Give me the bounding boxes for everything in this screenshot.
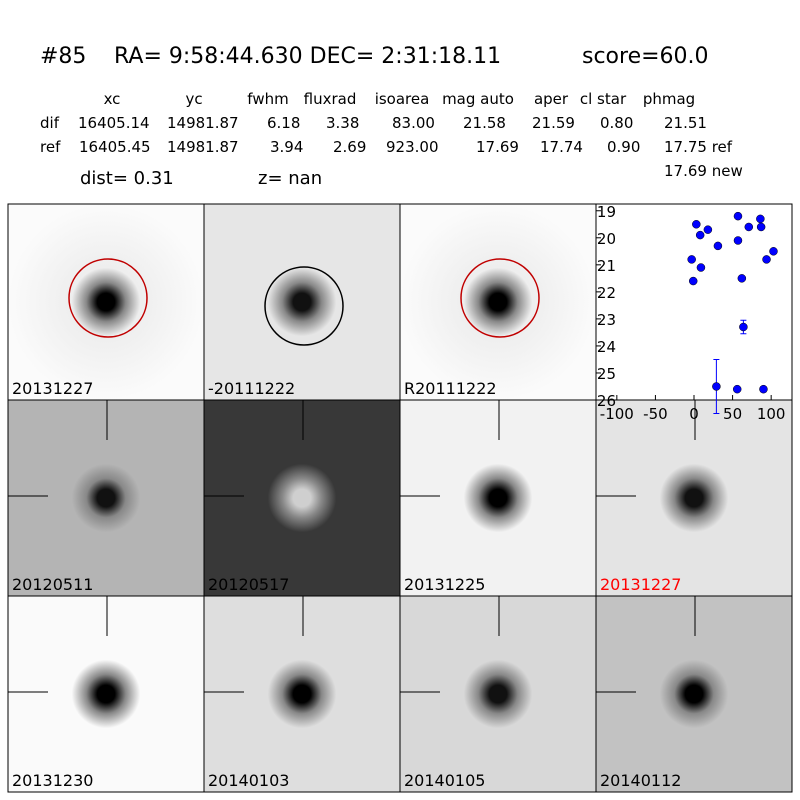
table-cell: 83.00 bbox=[392, 114, 435, 132]
data-point bbox=[692, 220, 701, 229]
x-tick-label: -100 bbox=[600, 405, 634, 423]
table-cell: 14981.87 bbox=[167, 114, 239, 132]
image-stamp bbox=[203, 399, 401, 597]
column-header: xc bbox=[104, 90, 121, 108]
stamp-label: 20140112 bbox=[600, 771, 681, 790]
column-header: aper bbox=[534, 90, 569, 108]
stamp-label: 20131230 bbox=[12, 771, 93, 790]
image-stamp bbox=[7, 203, 205, 401]
x-tick-label: 100 bbox=[757, 405, 786, 423]
table-cell: 923.00 bbox=[386, 138, 439, 156]
table-cell: 6.18 bbox=[267, 114, 300, 132]
data-point bbox=[762, 255, 771, 264]
y-tick-label: 25 bbox=[597, 365, 616, 383]
data-point bbox=[756, 222, 766, 232]
aperture-circle bbox=[460, 258, 540, 338]
aperture-circle bbox=[68, 258, 148, 338]
score: score=60.0 bbox=[582, 44, 709, 69]
image-stamp bbox=[595, 595, 793, 793]
table-cell: 14981.87 bbox=[167, 138, 239, 156]
data-point bbox=[732, 384, 742, 394]
data-point bbox=[733, 211, 743, 221]
y-tick-label: 24 bbox=[597, 338, 616, 356]
y-tick-label: 26 bbox=[597, 392, 616, 410]
image-stamp bbox=[399, 203, 597, 401]
data-point bbox=[696, 263, 706, 272]
column-header: cl star bbox=[580, 90, 627, 108]
phmag-new: 17.69 new bbox=[664, 162, 743, 180]
table-cell: 17.74 bbox=[540, 138, 583, 156]
stamp-label: 20140105 bbox=[404, 771, 485, 790]
candidate-id: #85 bbox=[40, 44, 86, 69]
data-point bbox=[695, 230, 705, 240]
data-point bbox=[712, 382, 721, 391]
column-header: fwhm bbox=[247, 90, 288, 108]
dist: dist= 0.31 bbox=[80, 168, 174, 189]
table-cell: 16405.14 bbox=[78, 114, 150, 132]
image-stamp bbox=[203, 203, 401, 401]
stamp-label: 20120517 bbox=[208, 575, 289, 594]
data-point bbox=[756, 214, 765, 224]
table-cell: 3.38 bbox=[326, 114, 359, 132]
table-cell: 3.94 bbox=[270, 138, 303, 156]
data-point bbox=[733, 236, 743, 245]
image-stamp bbox=[399, 399, 597, 597]
stamp-label: 20131227 bbox=[12, 379, 93, 398]
table-cell: 0.90 bbox=[607, 138, 640, 156]
plot-area bbox=[595, 203, 793, 401]
stamp-label: 20120511 bbox=[12, 575, 93, 594]
data-point bbox=[739, 322, 748, 332]
table-cell: 16405.45 bbox=[79, 138, 151, 156]
image-stamp bbox=[7, 595, 205, 793]
y-tick-label: 23 bbox=[597, 311, 616, 329]
data-point bbox=[744, 222, 754, 232]
image-stamp bbox=[399, 595, 597, 793]
stamp-label: 20131227 bbox=[600, 575, 681, 594]
data-point bbox=[687, 255, 696, 264]
table-cell: 21.51 bbox=[664, 114, 707, 132]
table-cell: 21.58 bbox=[463, 114, 506, 132]
data-point bbox=[737, 274, 747, 283]
column-header: fluxrad bbox=[304, 90, 357, 108]
image-stamp bbox=[203, 595, 401, 793]
column-header: phmag bbox=[643, 90, 695, 108]
table-cell: dif bbox=[40, 114, 60, 132]
y-tick-label: 20 bbox=[597, 230, 616, 248]
redshift: z= nan bbox=[258, 168, 322, 189]
stamp-label: 20140103 bbox=[208, 771, 289, 790]
x-tick-label: 50 bbox=[723, 405, 742, 423]
table-cell: 17.69 bbox=[476, 138, 519, 156]
x-tick-label: -50 bbox=[643, 405, 668, 423]
x-tick-label: 0 bbox=[689, 405, 699, 423]
stamp-label: 20131225 bbox=[404, 575, 485, 594]
table-cell: ref bbox=[40, 138, 61, 156]
image-stamp bbox=[595, 399, 793, 597]
data-point bbox=[769, 247, 778, 256]
table-cell: 17.75 ref bbox=[664, 138, 733, 156]
coordinates: RA= 9:58:44.630 DEC= 2:31:18.11 bbox=[114, 44, 501, 69]
y-tick-label: 22 bbox=[597, 284, 616, 302]
column-header: isoarea bbox=[375, 90, 430, 108]
table-cell: 2.69 bbox=[333, 138, 366, 156]
stamp-label: R20111222 bbox=[404, 379, 497, 398]
data-point bbox=[713, 241, 723, 251]
column-header: yc bbox=[185, 90, 202, 108]
y-tick-label: 19 bbox=[597, 203, 616, 221]
aperture-circle bbox=[264, 266, 344, 346]
column-header: mag auto bbox=[442, 90, 514, 108]
data-point bbox=[688, 276, 698, 286]
table-cell: 21.59 bbox=[532, 114, 575, 132]
data-point bbox=[703, 225, 713, 234]
data-point bbox=[759, 384, 768, 394]
image-stamp bbox=[7, 399, 205, 597]
table-cell: 0.80 bbox=[600, 114, 633, 132]
y-tick-label: 21 bbox=[597, 257, 616, 275]
stamp-label: -20111222 bbox=[208, 379, 295, 398]
